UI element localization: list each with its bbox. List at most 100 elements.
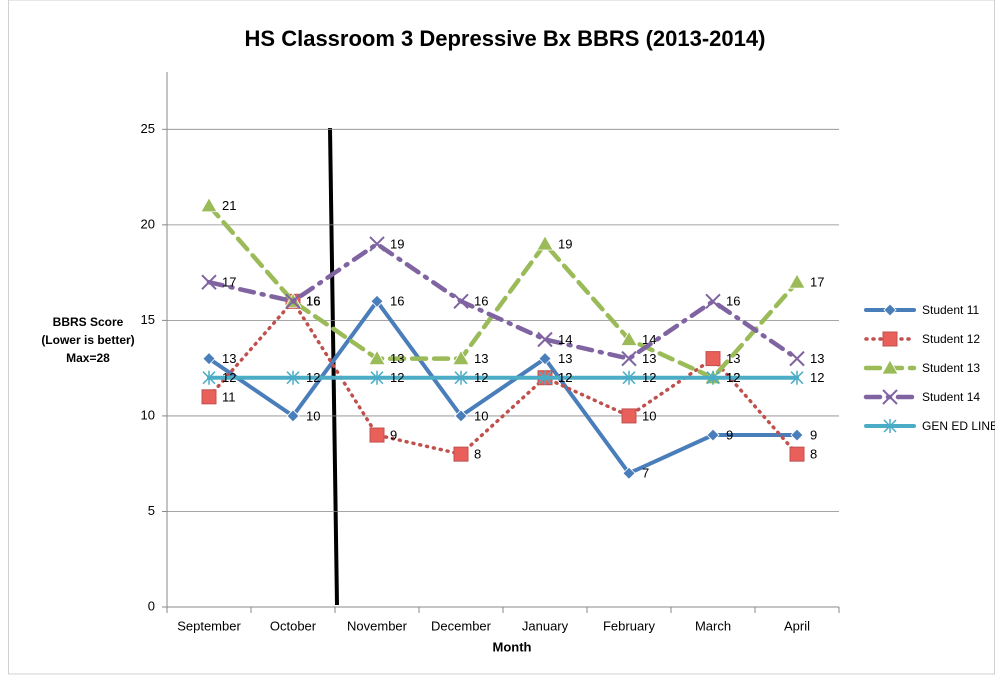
data-label: 12 [306, 370, 320, 385]
marker [789, 350, 805, 367]
series-line [206, 203, 800, 381]
legend-label: Student 12 [922, 332, 980, 346]
marker [368, 349, 386, 366]
marker [705, 293, 721, 309]
x-tick-label: October [270, 618, 317, 633]
marker [788, 273, 806, 289]
marker [621, 350, 637, 367]
marker [202, 370, 216, 385]
data-label: 9 [810, 427, 817, 442]
marker [538, 352, 552, 366]
marker [202, 352, 216, 366]
y-tick-label: 15 [141, 312, 155, 327]
y-axis-label: (Lower is better) [41, 333, 134, 347]
marker [453, 293, 469, 309]
data-label: 12 [558, 370, 572, 385]
marker [452, 349, 470, 366]
data-label: 13 [390, 351, 404, 366]
marker [882, 389, 898, 405]
marker [201, 389, 217, 405]
marker [369, 427, 385, 443]
data-label: 13 [810, 351, 824, 366]
marker [453, 446, 469, 462]
marker [881, 359, 899, 375]
data-label: 10 [642, 408, 656, 423]
marker [369, 236, 385, 252]
data-label: 13 [222, 351, 236, 366]
data-label: 12 [222, 370, 236, 385]
marker [882, 331, 898, 347]
marker [454, 409, 468, 423]
data-label: 16 [726, 294, 740, 309]
data-label: 10 [474, 408, 488, 423]
x-tick-label: February [603, 618, 656, 633]
data-label: 16 [306, 294, 320, 309]
series: 17 16 19 16 14 13 16 13 [201, 236, 824, 367]
data-label: 8 [810, 447, 817, 462]
marker [706, 370, 720, 385]
data-label: 17 [222, 275, 236, 290]
data-label: 12 [474, 370, 488, 385]
y-tick-label: 20 [141, 216, 155, 231]
y-tick-label: 0 [148, 598, 155, 613]
series-line [207, 297, 799, 476]
marker [790, 370, 804, 385]
data-label: 9 [726, 427, 733, 442]
x-tick-label: January [522, 618, 569, 633]
legend-label: Student 13 [922, 361, 980, 375]
x-tick-label: September [177, 618, 241, 633]
data-label: 12 [810, 370, 824, 385]
marker [705, 351, 721, 367]
series-line [207, 298, 799, 457]
data-label: 14 [558, 332, 572, 347]
legend-label: Student 14 [922, 390, 980, 404]
marker [790, 428, 804, 442]
marker [454, 370, 468, 385]
data-label: 16 [306, 294, 320, 309]
data-label: 14 [642, 332, 656, 347]
data-label: 19 [390, 236, 404, 251]
series-line [206, 241, 800, 362]
series: 21 16 13 13 19 14 12 17 [200, 196, 824, 385]
x-axis-label: Month [493, 639, 532, 654]
data-label: 13 [642, 351, 656, 366]
data-label: 12 [390, 370, 404, 385]
series: 13 10 16 10 13 7 9 9 [202, 294, 817, 481]
marker [200, 196, 218, 213]
y-tick-label: 5 [148, 503, 155, 518]
marker [536, 235, 554, 251]
y-axis-label: Max=28 [66, 351, 110, 365]
data-label: 8 [474, 447, 481, 462]
y-axis-label: BBRS Score [53, 315, 124, 329]
series: 11 16 9 8 12 10 13 8 [201, 294, 817, 462]
marker [285, 293, 301, 309]
data-label: 12 [726, 370, 740, 385]
data-label: 13 [558, 351, 572, 366]
marker [622, 370, 636, 385]
marker [370, 294, 384, 308]
x-tick-label: April [784, 618, 810, 633]
x-tick-label: November [347, 618, 408, 633]
data-label: 17 [810, 275, 824, 290]
marker [201, 274, 217, 290]
marker [622, 466, 636, 480]
marker [883, 303, 897, 317]
data-label: 7 [642, 466, 649, 481]
x-tick-label: March [695, 618, 731, 633]
data-label: 19 [558, 236, 572, 251]
legend-label: Student 11 [922, 303, 979, 317]
series: 12 12 12 12 12 12 12 12 [202, 370, 824, 385]
data-label: 16 [474, 294, 488, 309]
marker [538, 370, 552, 385]
marker [370, 370, 384, 385]
chart-frame [8, 0, 995, 675]
data-label: 13 [726, 351, 740, 366]
marker [286, 370, 300, 385]
marker [706, 428, 720, 442]
marker [789, 446, 805, 462]
marker [620, 330, 638, 346]
data-label: 13 [474, 351, 488, 366]
data-label: 21 [222, 198, 236, 213]
marker [537, 331, 553, 348]
marker [883, 419, 897, 433]
